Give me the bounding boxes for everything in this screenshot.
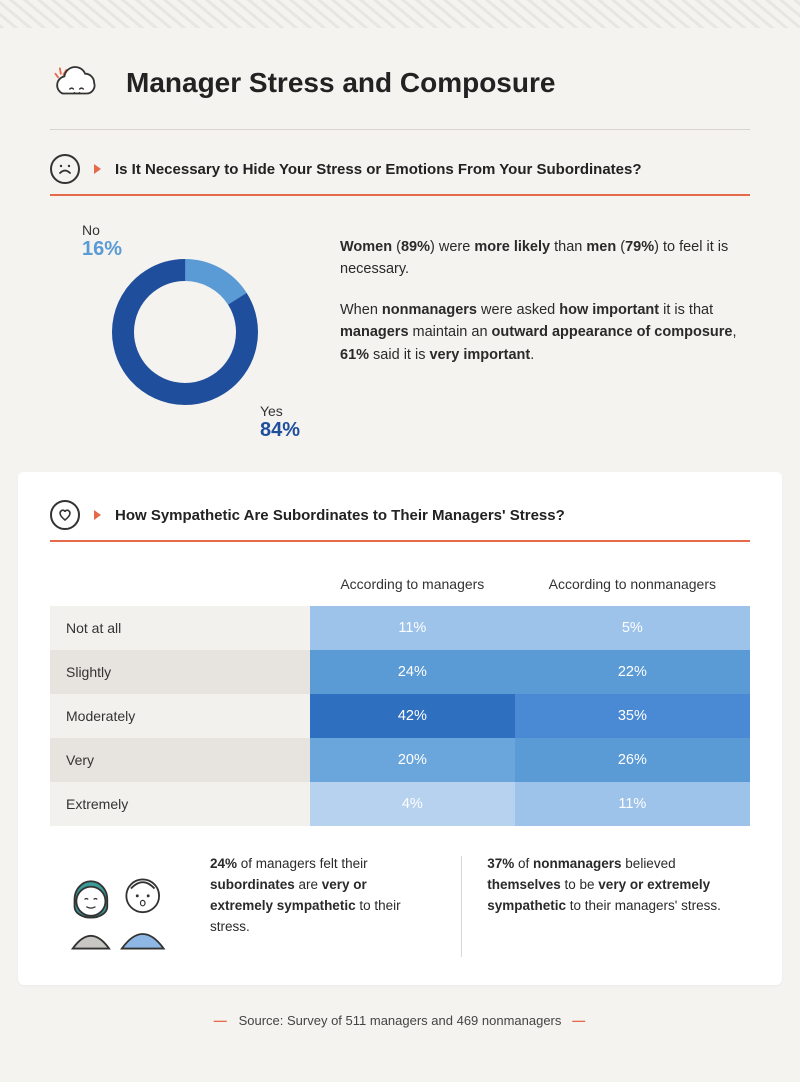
section1-para1: Women (89%) were more likely than men (7… bbox=[340, 236, 750, 281]
row-label: Not at all bbox=[50, 606, 310, 650]
stress-cloud-icon bbox=[50, 58, 104, 107]
table-header-row: According to managersAccording to nonman… bbox=[50, 568, 750, 606]
callout-right: 37% of nonmanagers believed themselves t… bbox=[487, 854, 750, 917]
donut-no-word: No bbox=[82, 222, 122, 238]
table-column-header: According to managers bbox=[310, 568, 515, 606]
people-illustration-icon bbox=[50, 854, 190, 959]
triangle-bullet-icon bbox=[94, 164, 101, 174]
section1-copy: Women (89%) were more likely than men (7… bbox=[340, 222, 750, 384]
row-managers-value: 11% bbox=[310, 606, 515, 650]
section2-question: How Sympathetic Are Subordinates to Thei… bbox=[115, 507, 565, 524]
callout-left: 24% of managers felt their subordinates … bbox=[210, 854, 435, 938]
donut-yes-label: Yes 84% bbox=[260, 403, 300, 442]
donut-yes-pct: 84% bbox=[260, 419, 300, 442]
page-content: Manager Stress and Composure Is It Neces… bbox=[0, 28, 800, 1058]
divider bbox=[50, 129, 750, 130]
table-row: Very20%26% bbox=[50, 738, 750, 782]
section1-header: Is It Necessary to Hide Your Stress or E… bbox=[50, 154, 750, 196]
footer: — Source: Survey of 511 managers and 469… bbox=[50, 985, 750, 1058]
table-row: Not at all11%5% bbox=[50, 606, 750, 650]
donut-chart: No 16% Yes 84% bbox=[50, 222, 300, 442]
page-title: Manager Stress and Composure bbox=[126, 67, 555, 99]
donut-yes-word: Yes bbox=[260, 403, 300, 419]
row-nonmanagers-value: 35% bbox=[515, 694, 750, 738]
decorative-top-strip bbox=[0, 0, 800, 28]
sympathy-table: According to managersAccording to nonman… bbox=[50, 568, 750, 826]
title-bar: Manager Stress and Composure bbox=[50, 58, 750, 129]
footer-text: Source: Survey of 511 managers and 469 n… bbox=[239, 1013, 562, 1028]
section1-para2: When nonmanagers were asked how importan… bbox=[340, 299, 750, 366]
table-row: Moderately42%35% bbox=[50, 694, 750, 738]
table-column-header: According to nonmanagers bbox=[515, 568, 750, 606]
table-row: Slightly24%22% bbox=[50, 650, 750, 694]
row-nonmanagers-value: 5% bbox=[515, 606, 750, 650]
row-label: Extremely bbox=[50, 782, 310, 826]
section1-question: Is It Necessary to Hide Your Stress or E… bbox=[115, 161, 642, 178]
section2-card: How Sympathetic Are Subordinates to Thei… bbox=[18, 472, 782, 985]
row-managers-value: 24% bbox=[310, 650, 515, 694]
row-nonmanagers-value: 26% bbox=[515, 738, 750, 782]
row-label: Slightly bbox=[50, 650, 310, 694]
table-row: Extremely4%11% bbox=[50, 782, 750, 826]
dash-icon: — bbox=[572, 1013, 586, 1028]
frown-icon bbox=[50, 154, 80, 184]
heart-icon bbox=[50, 500, 80, 530]
callouts-row: 24% of managers felt their subordinates … bbox=[50, 854, 750, 959]
row-nonmanagers-value: 11% bbox=[515, 782, 750, 826]
section2-header: How Sympathetic Are Subordinates to Thei… bbox=[50, 500, 750, 542]
row-managers-value: 4% bbox=[310, 782, 515, 826]
row-label: Moderately bbox=[50, 694, 310, 738]
row-label: Very bbox=[50, 738, 310, 782]
row-managers-value: 20% bbox=[310, 738, 515, 782]
dash-icon: — bbox=[214, 1013, 228, 1028]
donut-block: No 16% Yes 84% Women (89%) were more lik… bbox=[50, 222, 750, 442]
table-column-header bbox=[50, 568, 310, 606]
triangle-bullet-icon bbox=[94, 510, 101, 520]
row-managers-value: 42% bbox=[310, 694, 515, 738]
row-nonmanagers-value: 22% bbox=[515, 650, 750, 694]
donut-svg bbox=[105, 252, 265, 412]
